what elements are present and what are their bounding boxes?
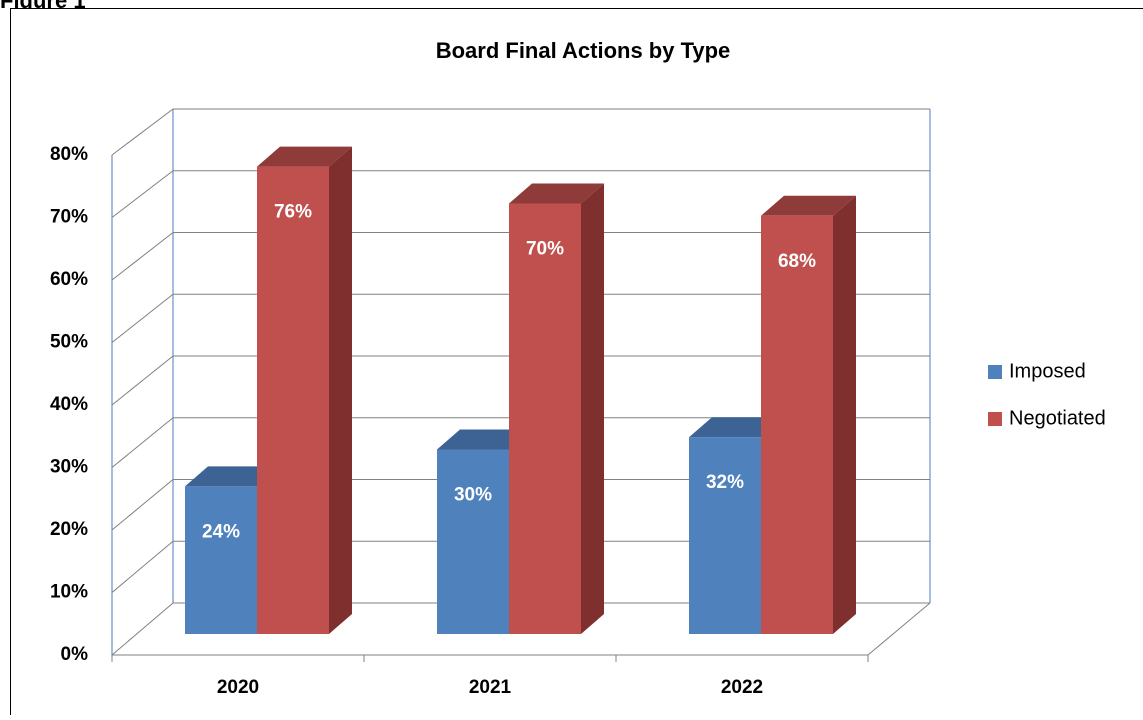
bar-side [833, 196, 856, 634]
bar [509, 204, 581, 635]
bar [185, 486, 257, 634]
y-tick-label: 60% [50, 269, 88, 290]
legend-swatch [988, 365, 1002, 379]
y-tick-label: 10% [50, 582, 88, 603]
bar [437, 450, 509, 635]
data-label: 76% [274, 202, 312, 223]
bar [761, 216, 833, 634]
data-label: 30% [454, 485, 492, 506]
legend-label: Negotiated [1009, 407, 1106, 429]
y-tick-label: 70% [50, 207, 88, 228]
y-tick-label: 20% [50, 519, 88, 540]
legend-swatch [988, 412, 1002, 426]
bar-side [329, 147, 352, 634]
data-label: 68% [778, 251, 816, 272]
y-tick-label: 40% [50, 394, 88, 415]
x-tick-label: 2021 [469, 677, 512, 698]
y-tick-label: 0% [61, 644, 89, 665]
y-tick-label: 50% [50, 332, 88, 353]
data-label: 70% [526, 239, 564, 260]
bar-side [581, 184, 604, 635]
chart-title: Board Final Actions by Type [436, 38, 731, 63]
x-tick-label: 2022 [721, 677, 763, 698]
bar [689, 437, 761, 634]
data-label: 32% [706, 472, 744, 493]
y-tick-label: 30% [50, 457, 88, 478]
y-tick-label: 80% [50, 144, 88, 165]
data-label: 24% [202, 521, 240, 542]
legend-label: Imposed [1009, 360, 1086, 382]
bar [257, 167, 329, 634]
x-tick-label: 2020 [217, 677, 259, 698]
